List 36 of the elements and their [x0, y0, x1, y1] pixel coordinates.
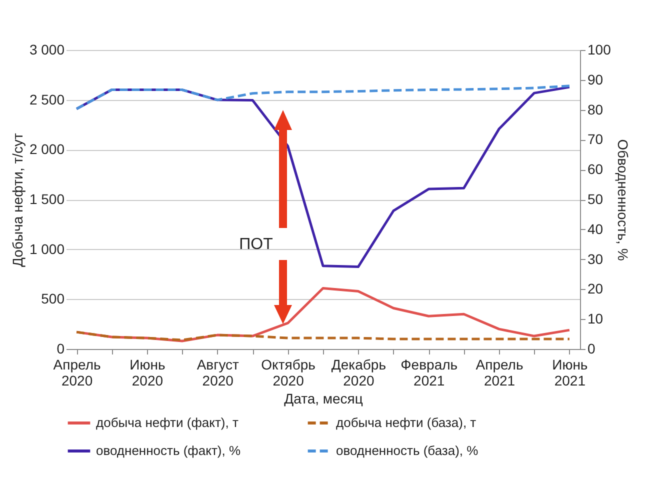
y2-tick-label: 20 [588, 280, 604, 297]
x-tick-label: Август 2020 [196, 356, 240, 388]
y-tick-label: 1 000 [29, 240, 65, 257]
x-tick-label: Июнь 2021 [552, 356, 588, 388]
legend-label: добыча нефти (база), т [336, 415, 476, 430]
x-axis-title: Дата, месяц [284, 390, 363, 406]
y-tick-label: 0 [56, 340, 65, 356]
y2-tick-label: 0 [588, 340, 596, 356]
y2-tick-label: 70 [588, 131, 604, 148]
x-tick-label: Февраль 2021 [400, 356, 458, 388]
legend-label: добыча нефти (факт), т [96, 415, 238, 430]
y2-tick-label: 60 [588, 161, 604, 178]
x-tick-label: Декабрь 2020 [331, 356, 386, 388]
x-tick-label: Октябрь 2020 [261, 356, 316, 388]
line-series [75, 84, 571, 110]
y2-tick-label: 50 [588, 191, 604, 207]
y-tick-label: 3 000 [29, 42, 65, 58]
y-axis-title: Добыча нефти, т/сут [9, 132, 26, 267]
y2-tick-label: 30 [588, 250, 604, 267]
y2-tick-label: 90 [588, 71, 604, 88]
y-tick-label: 2 500 [29, 91, 65, 108]
annotation: ПОТ [239, 236, 274, 253]
y2-tick-label: 80 [588, 101, 604, 118]
y2-axis-title: Обводненность, % [614, 139, 631, 261]
y2-tick-label: 40 [588, 220, 604, 237]
line-series [75, 330, 571, 342]
legend-label: оводненность (факт), % [96, 443, 241, 458]
y-tick-label: 1 500 [29, 191, 65, 207]
y2-tick-label: 100 [588, 42, 612, 58]
y2-tick-label: 10 [588, 310, 604, 327]
x-tick-label: Апрель 2020 [53, 356, 101, 388]
legend-label: оводненность (база), % [336, 443, 479, 458]
x-tick-label: Июнь 2020 [130, 356, 166, 388]
x-tick-label: Апрель 2021 [476, 356, 524, 388]
y-tick-label: 500 [41, 290, 65, 307]
y-tick-label: 2 000 [29, 141, 65, 158]
